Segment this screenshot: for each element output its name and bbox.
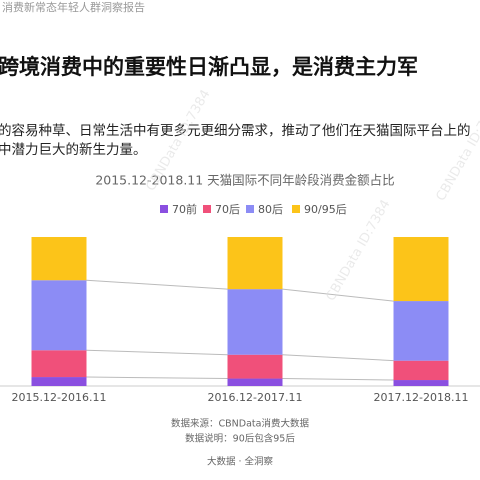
report-name: 消费新常态年轻人群洞察报告: [2, 0, 145, 14]
connector: [282, 354, 394, 362]
bar-segment: [393, 360, 449, 381]
connector: [86, 376, 228, 380]
bar-segment: [393, 301, 449, 361]
bar-segment: [31, 350, 87, 378]
bar-segment: [227, 354, 283, 379]
legend-swatch: [292, 205, 300, 213]
legend-swatch: [203, 205, 211, 213]
connector: [282, 288, 394, 302]
paragraph-line: 中潜力巨大的新生力量。: [0, 142, 147, 158]
legend-label: 90/95后: [304, 203, 347, 216]
source: 数据来源：CBNData消费大数据: [171, 418, 309, 430]
x-tick-label: 2015.12-2016.11: [12, 391, 107, 404]
connector: [86, 279, 228, 290]
paragraph-line: 的容易种草、日常生活中有更多元更细分需求，推动了他们在天猫国际平台上的: [0, 122, 471, 139]
legend-swatch: [246, 205, 254, 213]
legend-swatch: [160, 205, 168, 213]
heading: 跨境消费中的重要性日渐凸显，是消费主力军: [0, 55, 418, 79]
x-tick-label: 2016.12-2017.11: [208, 391, 303, 404]
bar-segment: [227, 289, 283, 355]
bar-segment: [227, 237, 283, 290]
bar-segment: [31, 237, 87, 281]
connector: [86, 349, 228, 356]
bar-segment: [31, 280, 87, 351]
bar-segment: [227, 378, 283, 386]
legend-label: 70前: [172, 202, 197, 216]
connector: [282, 378, 394, 381]
note: 数据说明：90后包含95后: [185, 433, 295, 445]
bar-segment: [31, 377, 87, 386]
chart-title: 2015.12-2018.11 天猫国际不同年龄段消费金额占比: [95, 173, 394, 188]
x-tick-label: 2017.12-2018.11: [374, 391, 469, 404]
legend-label: 80后: [258, 203, 283, 216]
bar-segment: [393, 237, 449, 302]
bar-segment: [393, 380, 449, 386]
legend-label: 70后: [215, 203, 240, 216]
slogan: 大数据 · 全洞察: [207, 456, 274, 468]
